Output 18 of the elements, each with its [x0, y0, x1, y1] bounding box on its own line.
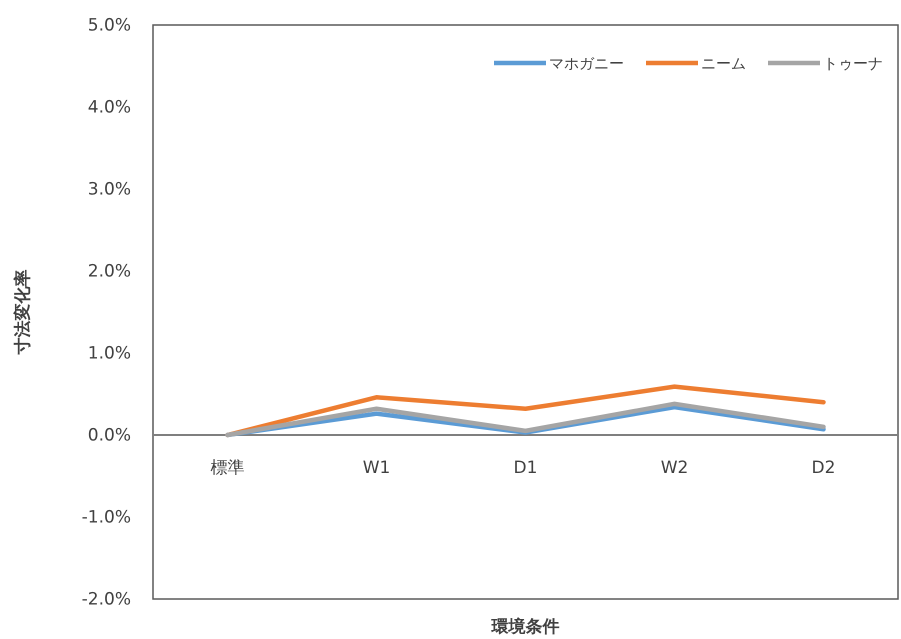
- y-tick-label: 5.0%: [88, 15, 131, 36]
- x-tick-label: W1: [362, 458, 390, 478]
- x-axis-title: 環境条件: [490, 617, 560, 637]
- y-tick-label: -2.0%: [82, 589, 131, 610]
- y-tick-label: 4.0%: [88, 97, 131, 118]
- legend-label: マホガニー: [549, 54, 624, 72]
- y-tick-label: 2.0%: [88, 261, 131, 282]
- x-tick-label: D2: [812, 458, 836, 478]
- x-tick-label: W2: [660, 458, 688, 478]
- x-tick-label: D1: [514, 458, 538, 478]
- legend-label: ニーム: [701, 54, 746, 72]
- y-axis-title: 寸法変化率: [13, 270, 33, 356]
- y-tick-label: 3.0%: [88, 179, 131, 200]
- legend-label: トゥーナ: [823, 54, 883, 72]
- x-tick-label: 標準: [210, 458, 244, 478]
- y-tick-label: -1.0%: [82, 507, 131, 528]
- y-tick-label: 1.0%: [88, 343, 131, 364]
- y-tick-label: 0.0%: [88, 425, 131, 446]
